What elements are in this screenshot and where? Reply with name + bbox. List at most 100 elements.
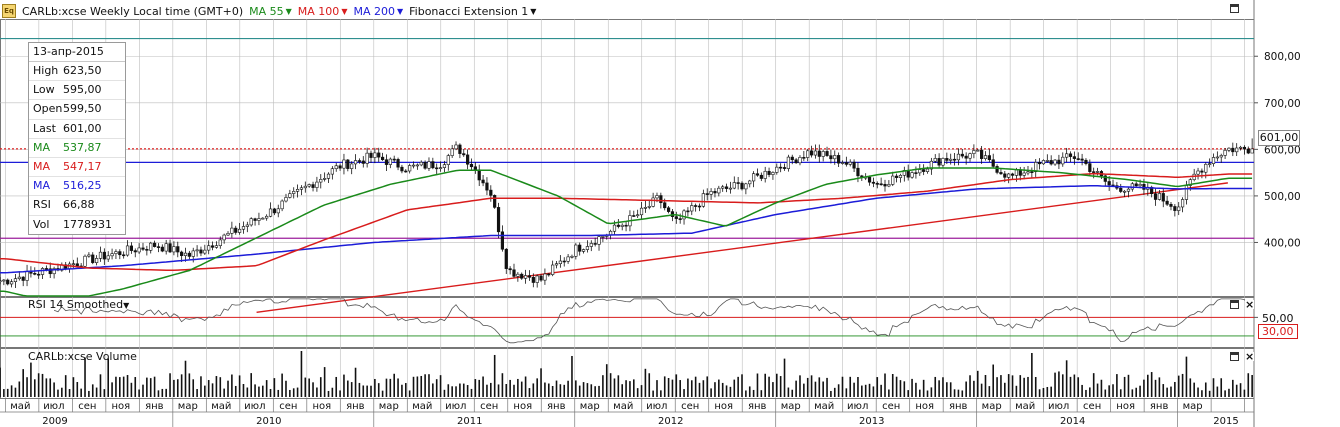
candle-body [535, 275, 539, 283]
candle-body [207, 245, 211, 251]
x-month-label: май [1015, 401, 1035, 412]
candle-body [2, 279, 6, 282]
chevron-down-icon[interactable]: ▼ [285, 6, 292, 16]
candle-body [670, 211, 675, 217]
candle-body [1030, 171, 1034, 173]
rsi-pane-frame [0, 297, 1255, 348]
candle-body [338, 165, 342, 169]
candle-body [1026, 171, 1030, 174]
candle-body [245, 224, 249, 227]
candle-body [423, 161, 427, 169]
candle-body [1053, 159, 1057, 165]
x-month-label: ноя [1116, 401, 1135, 412]
candle-body [1161, 193, 1165, 202]
chevron-down-icon[interactable]: ▼ [341, 6, 348, 16]
close-volume-pane-button[interactable]: × [1245, 350, 1255, 363]
info-date: 13-апр-2015 [29, 43, 125, 62]
fibonacci-label[interactable]: Fibonacci Extension 1 ▼ [409, 4, 537, 18]
candle-body [265, 215, 269, 219]
x-month-label: июл [646, 401, 667, 412]
candle-body [40, 268, 45, 275]
candle-body [1080, 158, 1084, 161]
candle-body [991, 159, 995, 167]
x-month-label: май [814, 401, 834, 412]
candle-body [612, 224, 617, 232]
chart-header: Eq CARLb:xcse Weekly Local time (GMT+0) … [2, 3, 536, 19]
candle-body [713, 191, 717, 194]
info-row-ma100: MA 547,17 [29, 158, 125, 178]
candle-body [458, 144, 462, 154]
x-month-label: сен [1083, 401, 1101, 412]
candle-body [52, 268, 56, 275]
ma200-label[interactable]: MA 200 ▼ [353, 4, 404, 18]
candle-body [1169, 203, 1173, 207]
candle-body [802, 157, 806, 159]
candle-body [798, 157, 802, 164]
close-rsi-pane-button[interactable]: × [1245, 298, 1255, 311]
candle-body [767, 170, 771, 175]
ma55-line [0, 167, 1253, 297]
candle-body [346, 159, 350, 169]
ma55-label[interactable]: MA 55 ▼ [249, 4, 292, 18]
candle-body [183, 252, 188, 256]
candle-body [1018, 169, 1022, 176]
chevron-down-icon[interactable]: ▼ [396, 6, 404, 16]
x-year-label: 2013 [859, 416, 884, 427]
ma100-label[interactable]: MA 100 ▼ [297, 4, 348, 18]
x-year-label: 2009 [42, 416, 67, 427]
maximize-rsi-pane-button[interactable] [1230, 300, 1239, 309]
chevron-down-icon[interactable]: ▼ [530, 6, 537, 16]
candle-body [1238, 146, 1243, 149]
candle-body [299, 187, 304, 190]
chevron-down-icon[interactable]: ▼ [123, 301, 130, 310]
y-axis: 800,00 700,00 600,00 500,00 400,00 [1254, 51, 1301, 249]
candle-body [1095, 171, 1100, 173]
x-month-label: май [613, 401, 633, 412]
x-month-label: май [412, 401, 432, 412]
candle-body [102, 251, 106, 260]
candle-body [493, 195, 497, 208]
candle-body [1227, 147, 1231, 151]
candle-body [257, 218, 261, 221]
candle-body [941, 158, 945, 166]
candle-body [566, 256, 570, 262]
candle-body [527, 275, 532, 278]
candle-body [728, 187, 733, 190]
x-month-label: мар [580, 401, 600, 412]
candle-body [164, 243, 168, 252]
x-month-label: июл [445, 401, 466, 412]
candle-body [1204, 163, 1208, 173]
candle-body [721, 186, 725, 189]
candle-body [295, 189, 300, 192]
candle-body [705, 193, 709, 195]
candle-body [879, 183, 883, 186]
candle-body [983, 155, 988, 159]
candle-body [152, 242, 157, 247]
candle-body [771, 172, 775, 175]
candle-body [21, 276, 25, 281]
candle-body [663, 202, 667, 209]
candle-body [748, 180, 752, 185]
maximize-volume-pane-button[interactable] [1230, 352, 1239, 361]
symbol-label[interactable]: CARLb:xcse Weekly Local time (GMT+0) [22, 4, 244, 18]
candle-body [976, 149, 980, 152]
rsi-pane-label[interactable]: RSI 14 Smoothed▼ [28, 298, 130, 311]
volume-bars [0, 351, 1253, 397]
eq-logo-icon[interactable]: Eq [2, 4, 16, 18]
candle-body [160, 246, 164, 252]
maximize-main-pane-button[interactable] [1230, 4, 1239, 13]
candle-body [956, 153, 961, 161]
candle-body [809, 150, 814, 156]
candle-body [539, 275, 543, 281]
x-month-label: июл [1048, 401, 1069, 412]
x-month-label: мар [379, 401, 399, 412]
candle-body [806, 150, 810, 158]
candle-body [0, 280, 2, 283]
candle-body [840, 162, 845, 164]
candle-body [624, 224, 628, 227]
candle-body [156, 246, 161, 248]
info-row-rsi: RSI 66,88 [29, 196, 125, 216]
candle-body [431, 161, 435, 169]
